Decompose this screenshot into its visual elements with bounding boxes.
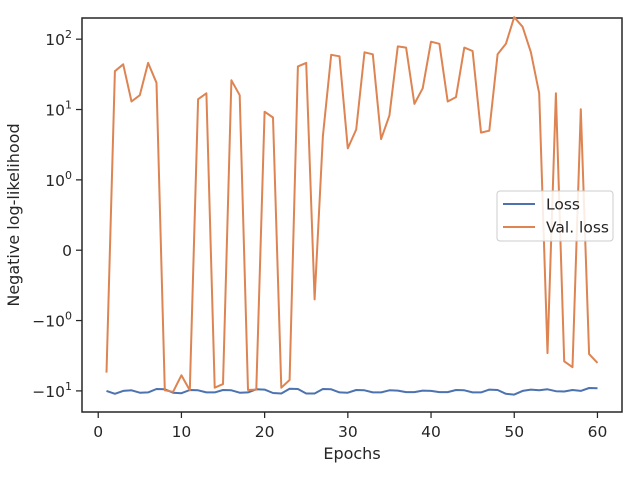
- x-tick-label: 40: [421, 423, 441, 441]
- y-tick-label: −101: [32, 380, 72, 401]
- y-tick-label: 101: [45, 99, 72, 120]
- y-axis-label: Negative log-likelihood: [4, 123, 23, 306]
- series-lines: [105, 16, 599, 396]
- series-line-loss: [106, 387, 598, 396]
- x-tick-label: 30: [338, 423, 358, 441]
- legend-label: Val. loss: [546, 219, 609, 237]
- x-tick-label: 10: [172, 423, 192, 441]
- y-tick-label: 100: [45, 169, 72, 190]
- x-tick-label: 0: [93, 423, 103, 441]
- plot-area: [81, 17, 623, 413]
- plot-frame: [81, 17, 623, 413]
- x-tick-label: 20: [255, 423, 275, 441]
- series-line-val-loss: [105, 16, 599, 393]
- legend-label: Loss: [546, 196, 580, 214]
- x-tick-label: 60: [588, 423, 608, 441]
- y-tick-label: 0: [62, 242, 72, 260]
- y-tick-label: 102: [45, 28, 72, 49]
- x-axis: 0 10 20 30 40 50 60: [93, 412, 607, 441]
- x-axis-label: Epochs: [323, 444, 380, 463]
- y-axis: −101 −100 0 100 101 102: [32, 28, 82, 401]
- legend: Loss Val. loss: [496, 190, 614, 242]
- x-tick-label: 50: [504, 423, 524, 441]
- y-tick-label: −100: [32, 310, 72, 331]
